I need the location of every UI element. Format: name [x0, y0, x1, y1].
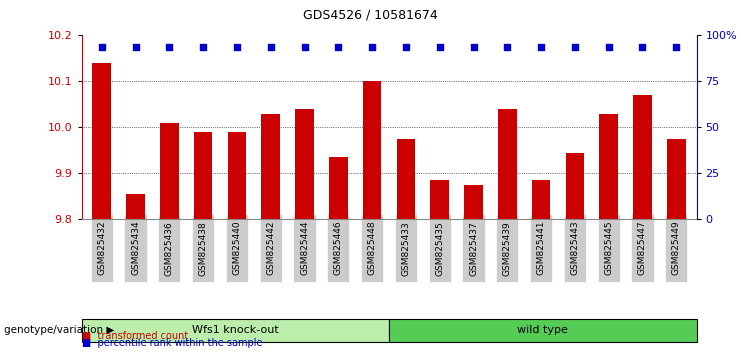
Point: [400, 44, 412, 50]
Text: ■  percentile rank within the sample: ■ percentile rank within the sample: [82, 338, 262, 348]
Point: [637, 44, 648, 50]
Text: wild type: wild type: [517, 325, 568, 335]
Bar: [93, 63, 111, 219]
Bar: [194, 132, 213, 219]
Point: [164, 44, 176, 50]
Bar: [633, 95, 652, 219]
Bar: [498, 109, 516, 219]
Point: [535, 44, 547, 50]
Bar: [464, 185, 483, 219]
Point: [602, 44, 614, 50]
Bar: [329, 157, 348, 219]
Point: [502, 44, 514, 50]
Bar: [227, 132, 246, 219]
Point: [265, 44, 276, 50]
Point: [671, 44, 682, 50]
Text: GDS4526 / 10581674: GDS4526 / 10581674: [303, 9, 438, 22]
Point: [96, 44, 107, 50]
Bar: [126, 194, 145, 219]
Text: Wfs1 knock-out: Wfs1 knock-out: [192, 325, 279, 335]
Point: [333, 44, 345, 50]
Bar: [262, 114, 280, 219]
Point: [366, 44, 378, 50]
Point: [197, 44, 209, 50]
Bar: [160, 123, 179, 219]
Point: [433, 44, 445, 50]
Bar: [532, 180, 551, 219]
Bar: [565, 153, 584, 219]
Bar: [599, 114, 618, 219]
Bar: [667, 139, 685, 219]
Point: [468, 44, 479, 50]
Point: [569, 44, 581, 50]
Text: genotype/variation ▶: genotype/variation ▶: [4, 325, 114, 335]
Text: ■  transformed count: ■ transformed count: [82, 331, 187, 341]
Bar: [363, 81, 382, 219]
Bar: [431, 180, 449, 219]
Point: [130, 44, 142, 50]
Bar: [295, 109, 314, 219]
Bar: [396, 139, 415, 219]
Point: [299, 44, 310, 50]
Point: [231, 44, 243, 50]
